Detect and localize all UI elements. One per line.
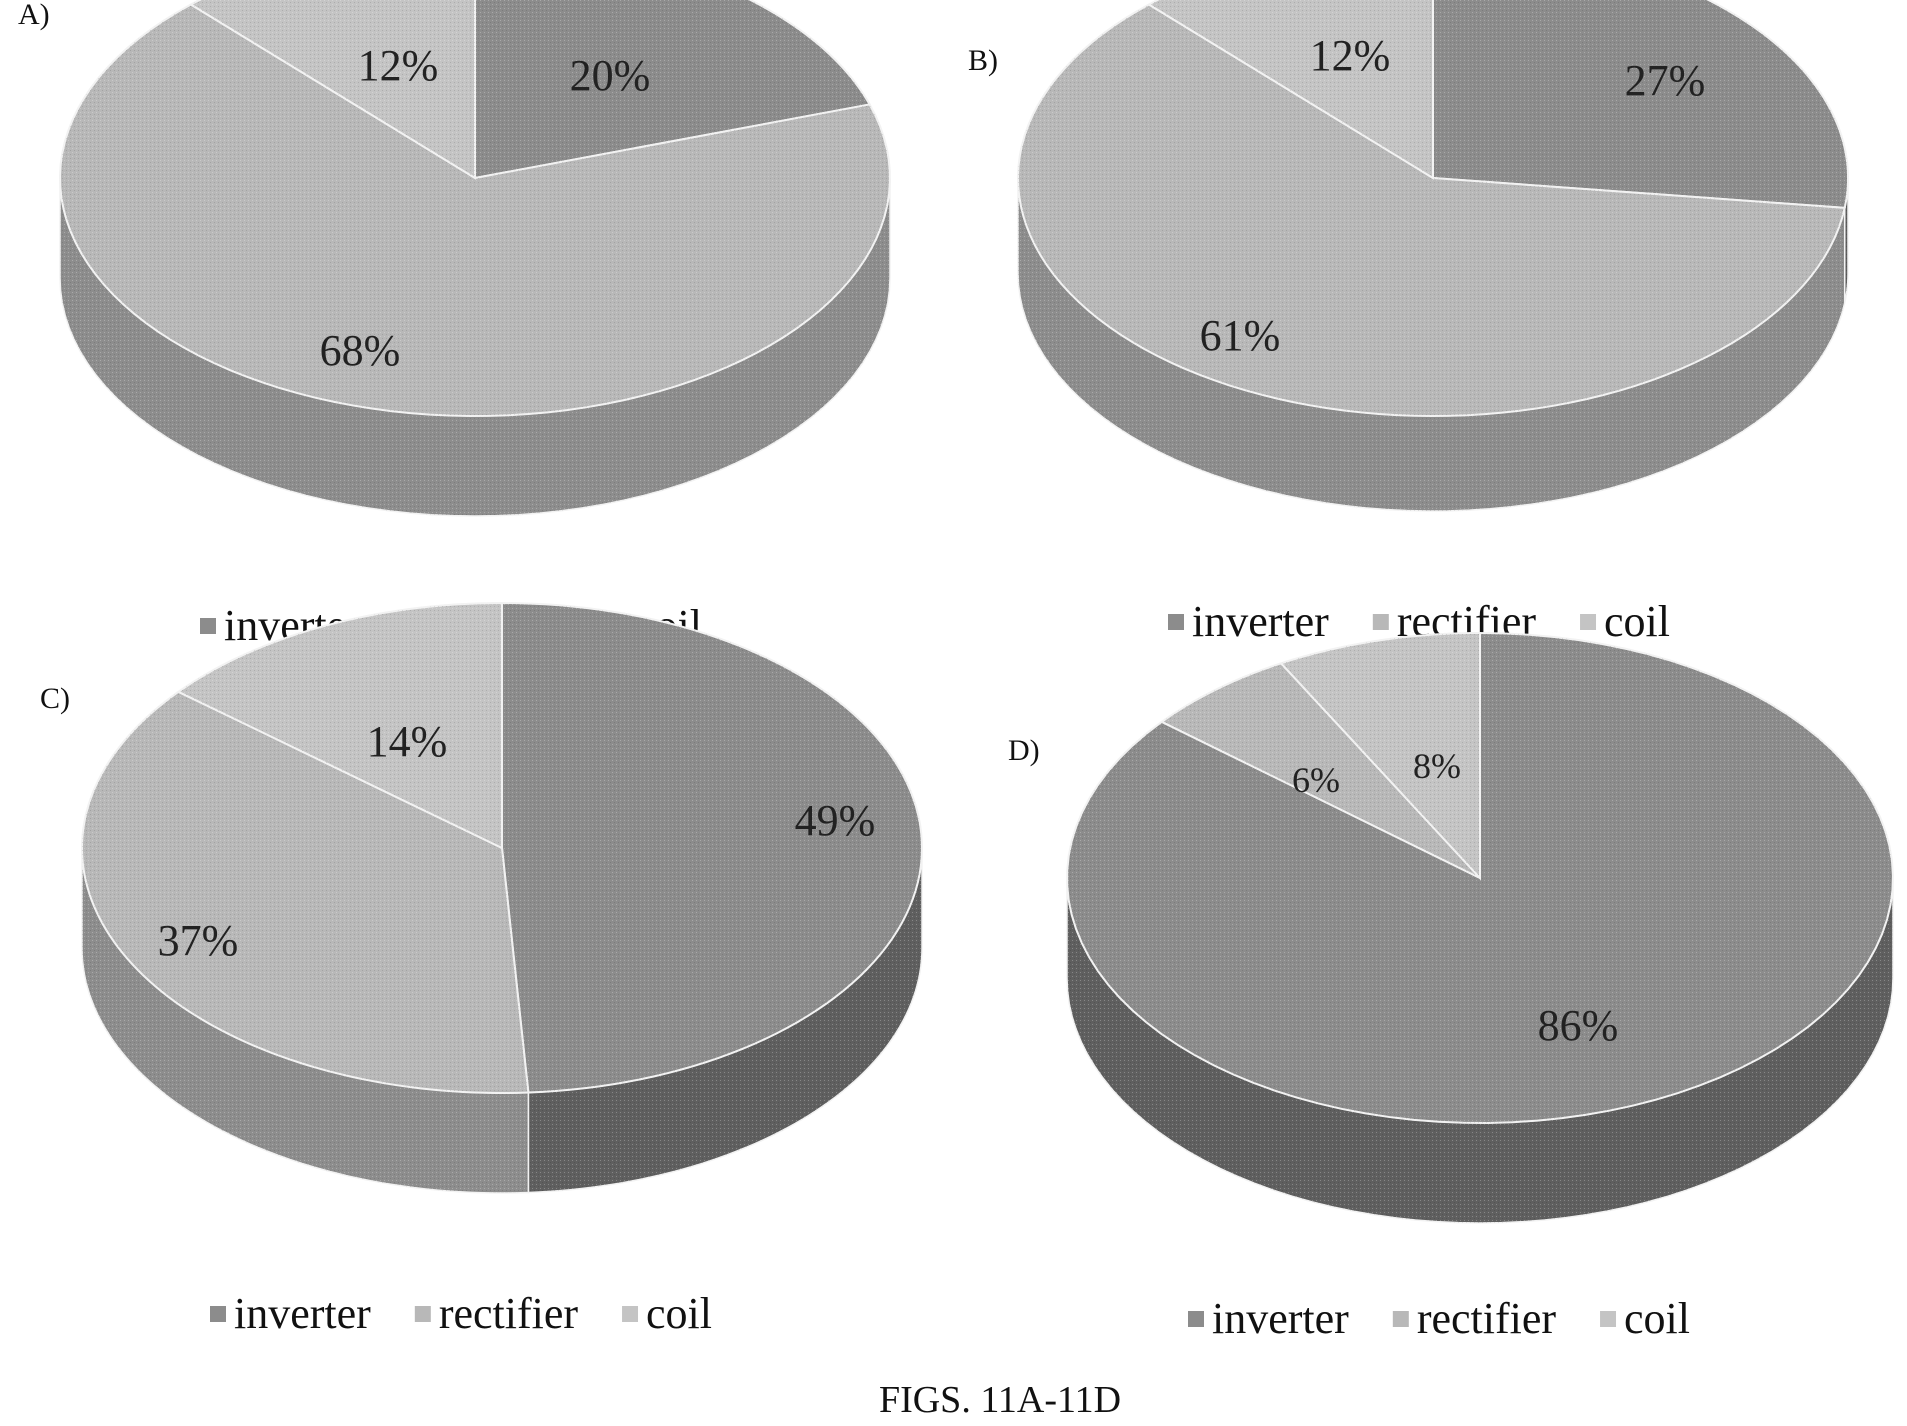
legend-label-coil: coil [1624,1294,1690,1343]
panel-label: A) [18,0,50,31]
slice-texture [60,4,890,416]
legend-label-rectifier: rectifier [1417,1294,1557,1343]
side-texture [1067,878,1893,1223]
pie-chart-4: D) 86% 6% 8% inverter rectifier coil [1008,631,1894,1343]
pie-chart-2: B) 27% 61% 12% inverter rectifier coil [968,0,1849,646]
pie-slices [81,601,924,1094]
legend-swatch-coil [622,1306,639,1322]
data-label-rectifier: 61% [1200,311,1281,360]
pie-side-walls [81,847,923,1194]
pie-slices [59,0,891,417]
side-texture [528,848,922,1193]
legend: inverter rectifier coil [1188,1294,1690,1343]
panel-label: C) [40,682,70,715]
legend-label-rectifier: rectifier [439,1289,579,1338]
legend-label-coil: coil [646,1289,712,1338]
legend-label-inverter: inverter [1212,1294,1349,1343]
data-label-inverter: 27% [1625,56,1706,105]
data-label-coil: 14% [367,717,448,766]
data-label-inverter: 86% [1538,1001,1619,1050]
legend-swatch-rectifier [414,1306,431,1322]
data-label-rectifier: 6% [1292,760,1340,800]
data-label-inverter: 20% [570,51,651,100]
pie-slices [1017,0,1849,418]
slice-texture [1148,0,1433,178]
slice-texture [1018,4,1845,416]
legend-swatch-inverter [200,618,216,634]
side-texture [1844,178,1848,303]
data-label-coil: 12% [358,41,439,90]
legend-label-coil: coil [1604,597,1670,646]
data-label-coil: 8% [1413,746,1461,786]
slice-texture [1433,0,1848,208]
slice-texture [475,0,870,178]
data-label-inverter: 49% [795,796,876,845]
slice-texture [82,691,529,1093]
slice-texture [178,603,502,848]
pie-slices [1066,631,1894,1124]
panel-label: D) [1008,734,1040,767]
legend-swatch-inverter [210,1306,226,1322]
legend-swatch-inverter [1188,1311,1204,1327]
legend-label-inverter: inverter [234,1289,371,1338]
slice-texture [1281,633,1480,878]
slice-texture [502,603,922,1093]
side-texture [1018,178,1845,511]
data-label-coil: 12% [1310,31,1391,80]
side-texture [82,848,529,1193]
legend-swatch-coil [1580,614,1597,630]
slice-texture [190,0,475,178]
figure-caption: FIGS. 11A-11D [879,1379,1121,1421]
data-label-rectifier: 37% [158,916,239,965]
panel-label: B) [968,44,998,77]
slice-texture [1161,663,1480,878]
data-label-rectifier: 68% [320,326,401,375]
side-texture [60,178,890,516]
legend-swatch-rectifier [1372,614,1389,630]
legend-swatch-inverter [1168,614,1184,630]
legend-swatch-coil [1600,1311,1617,1327]
pie-chart-3: C) 49% 37% 14% inverter rectifier coil [40,601,924,1338]
legend: inverter rectifier coil [210,1289,712,1338]
legend-label-inverter: inverter [1192,597,1329,646]
legend-swatch-rectifier [1392,1311,1409,1327]
